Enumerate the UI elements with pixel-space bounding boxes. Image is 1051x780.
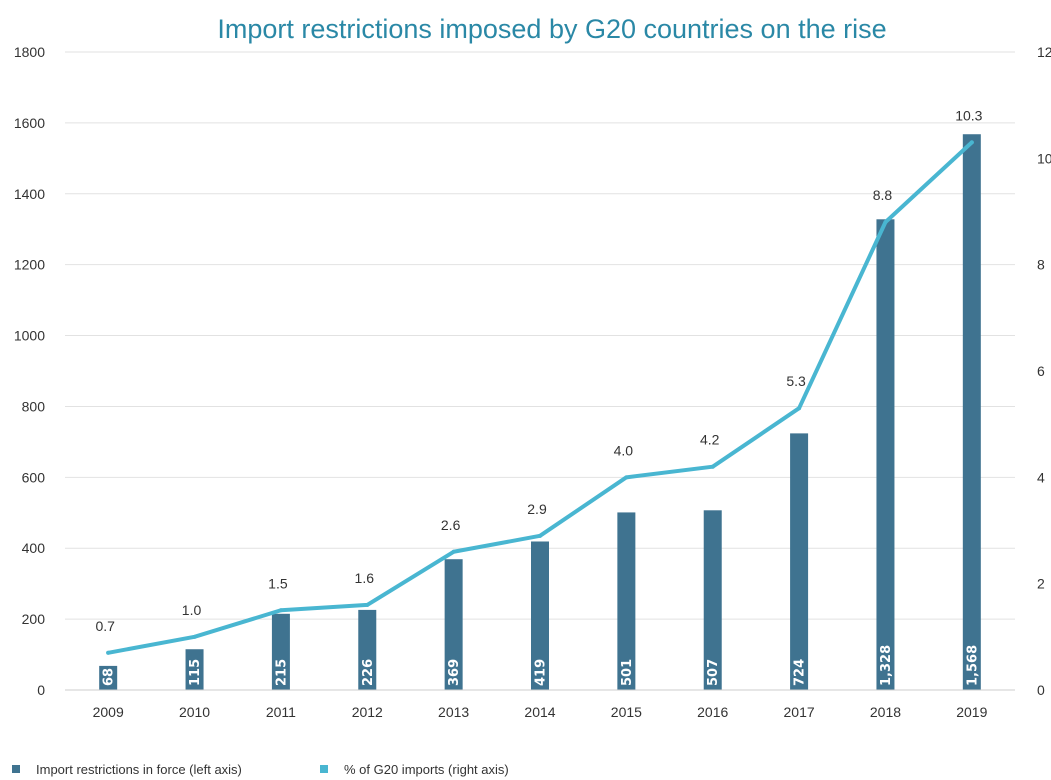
x-tick-label: 2013 [438,704,469,720]
bar [876,219,895,690]
right-tick-label: 6 [1037,363,1045,379]
bar [962,134,981,691]
right-tick-label: 0 [1037,682,1045,698]
line-point [365,602,370,607]
left-tick-label: 600 [22,469,46,485]
left-tick-label: 0 [37,682,45,698]
x-tick-label: 2015 [611,704,642,720]
x-tick-label: 2009 [93,704,124,720]
left-tick-label: 1800 [14,44,45,60]
x-tick-label: 2019 [956,704,987,720]
bar [617,512,636,690]
legend-label-line: % of G20 imports (right axis) [344,762,509,777]
line-value-label: 1.6 [355,570,375,586]
left-tick-label: 1400 [14,186,45,202]
line-point [797,406,802,411]
x-tick-label: 2014 [524,704,555,720]
left-tick-label: 1200 [14,257,45,273]
line-value-label: 2.9 [527,501,547,517]
line-point [538,533,542,538]
bar [703,510,722,690]
line-point [106,650,111,655]
x-tick-label: 2017 [784,704,815,720]
bar-value-label: 501 [620,659,635,686]
bar-value-label: 115 [188,659,203,686]
bar-value-label: 419 [534,659,549,686]
bar [790,433,809,690]
line-point [624,475,629,480]
right-tick-label: 10 [1037,150,1051,166]
x-tick-label: 2012 [352,704,383,720]
line-point [969,140,974,145]
x-tick-label: 2018 [870,704,901,720]
bar-value-label: 68 [102,668,117,686]
line-point [192,634,197,639]
right-tick-label: 12 [1037,44,1051,60]
line-value-label: 8.8 [873,187,893,203]
x-tick-label: 2010 [179,704,210,720]
chart-title: Import restrictions imposed by G20 count… [217,14,886,44]
x-tick-label: 2016 [697,704,728,720]
bar [531,541,549,690]
line-value-label: 0.7 [95,618,115,634]
right-tick-label: 8 [1037,257,1045,273]
bar [185,649,204,690]
bar [358,609,377,690]
line-point [278,608,283,613]
bar-value-label: 369 [447,659,462,686]
x-axis: 2009 2010 2011 2012 2013 2014 2015 2016 2017 2018… [65,689,1015,720]
left-tick-label: 1000 [14,328,45,344]
left-axis: 0 200 400 600 800 1000 1200 1400 1600 1800 [14,44,45,698]
line-point [451,549,456,554]
line-series: 0.7 1.0 1.5 1.6 2.6 2.9 4.0 4.2 5.3 8.8 10.3 [95,107,983,655]
line-value-label: 5.3 [786,373,806,389]
x-tick-label: 2011 [266,704,296,720]
right-tick-label: 2 [1037,576,1045,592]
right-axis: 0 2 4 6 8 10 12 [1037,44,1051,698]
legend-swatch-line [320,765,328,773]
legend-label-bars: Import restrictions in force (left axis) [36,762,242,777]
right-tick-label: 4 [1037,469,1045,485]
bar-value-label: 724 [793,659,808,686]
left-tick-label: 800 [22,398,46,414]
bar-value-label: 215 [274,659,289,686]
bar [271,613,290,690]
line-point [710,464,715,469]
bars-series: 68 115 215 226 369 419 501 507 724 1,328 1,568 [99,134,981,691]
line-value-label: 4.0 [614,442,634,458]
bar-value-label: 1,568 [965,645,980,686]
legend-swatch-bars [12,765,20,773]
left-tick-label: 1600 [14,115,45,131]
left-tick-label: 200 [22,611,46,627]
line-value-label: 10.3 [955,107,982,123]
bar [99,665,118,690]
bar-value-label: 226 [361,659,376,686]
line-point [883,220,888,225]
legend: Import restrictions in force (left axis)… [12,762,509,777]
line-value-label: 1.5 [268,575,288,591]
line-value-label: 4.2 [700,432,720,448]
line-value-label: 1.0 [182,602,202,618]
grid-lines [65,51,1015,620]
bar-value-label: 507 [706,659,721,686]
bar [444,559,463,690]
bar-value-label: 1,328 [879,645,894,686]
line-value-label: 2.6 [441,517,461,533]
left-tick-label: 400 [22,540,46,556]
